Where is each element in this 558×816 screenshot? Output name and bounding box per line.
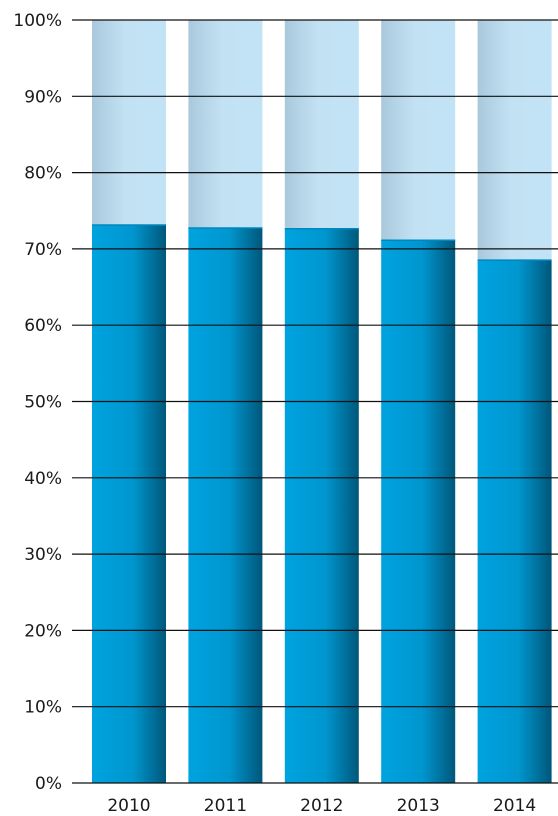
bar-segment-2012-lower: [284, 228, 359, 783]
y-tick-label: 100%: [13, 11, 62, 31]
gridlines: [72, 19, 558, 784]
bars-layer: [92, 20, 552, 783]
x-tick-label: 2012: [300, 796, 343, 816]
x-tick-label: 2011: [204, 796, 247, 816]
y-axis-tick-labels: 0% 10% 20% 30% 40% 50% 60% 70% 80% 90% 100%: [13, 11, 62, 794]
bar-segment-2014-lower: [477, 259, 552, 783]
bar-segment-2011-lower: [188, 227, 263, 783]
y-tick-label: 40%: [24, 469, 62, 489]
y-tick-label: 60%: [24, 316, 62, 336]
x-tick-label: 2013: [397, 796, 440, 816]
bar-segment-2013-lower: [381, 239, 456, 783]
y-tick-label: 10%: [24, 698, 62, 718]
y-tick-label: 0%: [35, 774, 62, 794]
bar-segment-2012-upper: [284, 20, 359, 229]
y-tick-label: 20%: [24, 621, 62, 641]
y-tick-label: 90%: [24, 87, 62, 107]
bar-segment-2011-upper: [188, 20, 263, 228]
y-tick-label: 50%: [24, 393, 62, 413]
y-tick-label: 70%: [24, 240, 62, 260]
y-tick-label: 80%: [24, 164, 62, 184]
x-axis-tick-labels: 2010 2011 2012 2013 2014: [107, 796, 536, 816]
bar-segment-2010-lower: [92, 224, 166, 783]
bar-segment-2013-upper: [381, 20, 456, 240]
x-tick-label: 2014: [493, 796, 536, 816]
y-tick-label: 30%: [24, 545, 62, 565]
x-tick-label: 2010: [107, 796, 150, 816]
bar-segment-2010-upper: [92, 20, 166, 225]
bar-segment-2014-upper: [477, 20, 552, 260]
